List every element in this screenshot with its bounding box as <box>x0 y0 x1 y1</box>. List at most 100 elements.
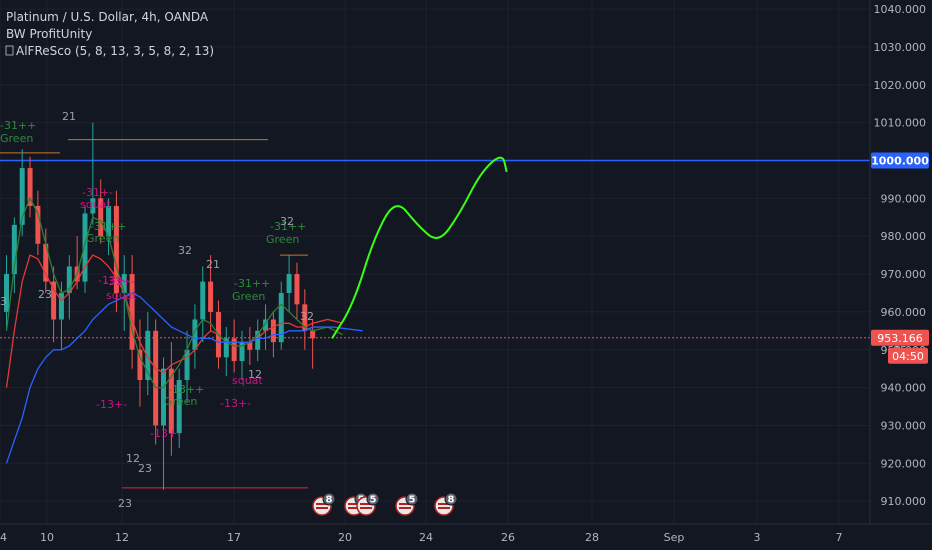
indicator-annotation: -31+- <box>82 186 113 199</box>
indicator-annotation: -13+- <box>150 427 181 440</box>
candle[interactable] <box>239 330 245 381</box>
flag-stripe <box>348 507 360 509</box>
flag-stripe <box>438 503 450 505</box>
candle[interactable] <box>51 266 57 343</box>
candle[interactable] <box>255 319 261 362</box>
candle-body <box>129 274 135 350</box>
flag-stripe <box>399 507 411 509</box>
candle-body <box>82 213 88 282</box>
y-tick-label: 1040.000 <box>874 3 927 16</box>
y-tick-label: 990.000 <box>881 192 927 205</box>
chart-legend: Platinum / U.S. Dollar, 4h, OANDA BW Pro… <box>5 10 214 58</box>
candle[interactable] <box>223 327 229 377</box>
candle-body <box>184 349 190 381</box>
candle-body <box>11 224 17 275</box>
candle[interactable] <box>35 190 41 256</box>
indicator-annotation: 23 <box>138 462 152 475</box>
y-tick-label: 1010.000 <box>874 117 927 130</box>
candle[interactable] <box>247 327 253 365</box>
indicator-annotation: 3 <box>0 295 7 308</box>
flag-stripe <box>438 507 450 509</box>
candle-body <box>161 368 166 426</box>
time-axis[interactable]: 10 12 14 17 20 24 26 28 Sep 3 7 <box>0 531 843 544</box>
green-line <box>5 196 343 389</box>
candle-body <box>263 319 269 331</box>
event-badge[interactable]: 5 <box>395 492 419 516</box>
event-badge[interactable]: 5 <box>356 492 380 516</box>
event-badge[interactable]: 8 <box>434 492 458 516</box>
moving-average-lines <box>5 196 363 464</box>
flag-stripe <box>360 507 372 509</box>
candle[interactable] <box>192 304 198 369</box>
indicator-eye-icon[interactable] <box>5 45 14 56</box>
candle[interactable] <box>161 357 166 490</box>
candle[interactable] <box>145 311 151 396</box>
candle[interactable] <box>137 319 143 407</box>
indicator-bw-profitunity[interactable]: BW ProfitUnity <box>6 27 92 41</box>
event-count: 5 <box>370 495 377 506</box>
candle[interactable] <box>153 319 159 445</box>
indicator-annotation: -31++ <box>0 119 36 132</box>
candle[interactable] <box>4 255 9 331</box>
projection-drawing[interactable] <box>331 156 508 339</box>
candle-body <box>208 281 214 312</box>
candle[interactable] <box>106 198 112 256</box>
symbol-title[interactable]: Platinum / U.S. Dollar, 4h, OANDA <box>6 10 209 24</box>
candle-body <box>286 274 292 293</box>
candle[interactable] <box>27 156 33 218</box>
indicator-annotation: 32 <box>280 215 294 228</box>
candle[interactable] <box>43 228 49 293</box>
candle[interactable] <box>113 190 119 312</box>
candle[interactable] <box>66 255 72 320</box>
countdown-text: 04:50 <box>892 350 924 363</box>
y-tick-label: 980.000 <box>881 230 927 243</box>
candle-body <box>113 205 119 293</box>
candle[interactable] <box>176 368 182 449</box>
candle[interactable] <box>294 262 300 320</box>
candle[interactable] <box>286 255 292 312</box>
candle[interactable] <box>129 255 135 369</box>
candle[interactable] <box>19 149 25 237</box>
candle[interactable] <box>278 281 284 350</box>
indicator-annotation: Green <box>0 132 33 145</box>
indicator-annotation: squat <box>232 374 263 387</box>
candle-body <box>137 349 143 381</box>
x-tick-label: 10 <box>40 531 54 544</box>
x-tick-label: 20 <box>338 531 352 544</box>
indicator-annotation: 32 <box>178 244 192 257</box>
indicator-annotation: 21 <box>62 110 76 123</box>
candle-body <box>98 198 104 237</box>
candle[interactable] <box>200 266 206 343</box>
y-tick-label: 1020.000 <box>874 79 927 92</box>
candle[interactable] <box>184 330 190 403</box>
candle[interactable] <box>263 304 269 350</box>
candle[interactable] <box>82 205 88 293</box>
candle-body <box>223 338 229 358</box>
economic-events[interactable]: 85558 <box>312 492 458 516</box>
candle[interactable] <box>11 217 17 293</box>
orange-levels <box>0 139 308 489</box>
candle[interactable] <box>90 122 96 225</box>
candle[interactable] <box>168 342 174 456</box>
event-count-badge <box>444 492 458 506</box>
candle-body <box>231 338 237 362</box>
candles[interactable] <box>4 122 316 490</box>
y-tick-label: 940.000 <box>881 382 927 395</box>
countdown-background <box>888 347 928 364</box>
candle-body <box>121 274 127 293</box>
indicator-annotation: 32 <box>300 310 314 323</box>
candle-body <box>302 304 308 331</box>
candle[interactable] <box>302 289 308 350</box>
candle-body <box>168 368 174 434</box>
candle[interactable] <box>208 255 214 331</box>
candle-body <box>66 266 72 293</box>
y-tick-label: 960.000 <box>881 306 927 319</box>
event-badge[interactable]: 8 <box>312 492 336 516</box>
candle-body <box>247 342 253 350</box>
indicator-alfresco[interactable]: AlFReSco (5, 8, 13, 3, 5, 8, 2, 13) <box>16 44 214 58</box>
candle[interactable] <box>98 179 104 244</box>
candle-body <box>294 274 300 305</box>
event-count: 8 <box>448 495 455 506</box>
